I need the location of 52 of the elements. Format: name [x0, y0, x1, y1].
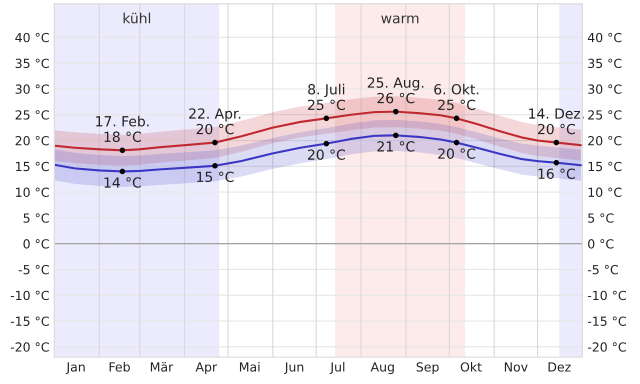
x-tick-label: Jan — [66, 362, 85, 374]
annotation: 20 °C — [308, 149, 345, 160]
annotation: 21 °C — [377, 141, 414, 152]
x-tick-label: Dez — [548, 362, 571, 372]
y-tick-label: 20 °C — [16, 136, 49, 146]
y-tick-label: 0 °C — [23, 239, 49, 249]
x-tick-label: Feb — [110, 362, 130, 372]
annotation: 14. Dez. 20 °C — [529, 108, 584, 134]
y2-tick-label: -15 °C — [588, 316, 626, 326]
y2-tick-label: 30 °C — [588, 84, 622, 94]
annotation: 25. Aug. 26 °C — [368, 77, 424, 104]
y-tick-label: -15 °C — [10, 316, 49, 326]
y2-tick-label: -10 °C — [588, 290, 626, 300]
y-tick-label: 30 °C — [16, 84, 49, 94]
x-tick-label: Mai — [240, 362, 260, 372]
y-tick-label: 5 °C — [24, 213, 49, 223]
y2-tick-label: 5 °C — [588, 213, 614, 223]
y-tick-label: -5 °C — [18, 264, 49, 274]
x-tick-label: Jun — [284, 362, 304, 374]
y-tick-label: 10 °C — [16, 188, 49, 198]
y-tick-label: 15 °C — [16, 162, 49, 172]
annotation: 6. Okt. 25 °C — [434, 84, 478, 110]
x-tick-label: Nov — [504, 362, 528, 372]
x-tick-label: Sep — [416, 362, 439, 374]
band-label: kühl — [124, 12, 150, 24]
annotation: 15 °C — [197, 172, 234, 182]
y-tick-label: -10 °C — [10, 290, 49, 300]
y2-tick-label: 40 °C — [588, 32, 622, 42]
x-tick-label: Okt — [460, 362, 482, 372]
annotation: 16 °C — [538, 168, 575, 179]
band-label: warm — [381, 15, 418, 24]
y2-tick-label: 15 °C — [588, 162, 622, 172]
y2-tick-label: 35 °C — [588, 58, 622, 68]
x-tick-label: Mär — [150, 362, 174, 372]
annotation: 14 °C — [104, 177, 141, 188]
y-tick-label: 40 °C — [15, 32, 49, 42]
y2-tick-label: 20 °C — [588, 136, 622, 146]
y-tick-label: -20 °C — [10, 342, 49, 352]
y2-tick-label: -5 °C — [588, 264, 618, 274]
y2-tick-label: 0 °C — [588, 239, 614, 249]
x-tick-label: Jul — [330, 362, 344, 374]
x-tick-label: Aug — [370, 362, 394, 374]
annotation: 8. Juli 25 °C — [308, 84, 345, 110]
x-tick-label: Apr — [196, 362, 218, 374]
y2-tick-label: -20 °C — [588, 342, 626, 352]
y-tick-label: 25 °C — [16, 110, 49, 120]
y2-tick-label: 10 °C — [588, 188, 622, 198]
y-tick-label: 35 °C — [16, 58, 49, 68]
annotation: 20 °C — [438, 148, 476, 159]
annotation: 17. Feb. 18 °C — [96, 116, 149, 142]
y2-tick-label: 25 °C — [588, 110, 622, 120]
annotation: 22. Apr. 20 °C — [189, 108, 240, 134]
